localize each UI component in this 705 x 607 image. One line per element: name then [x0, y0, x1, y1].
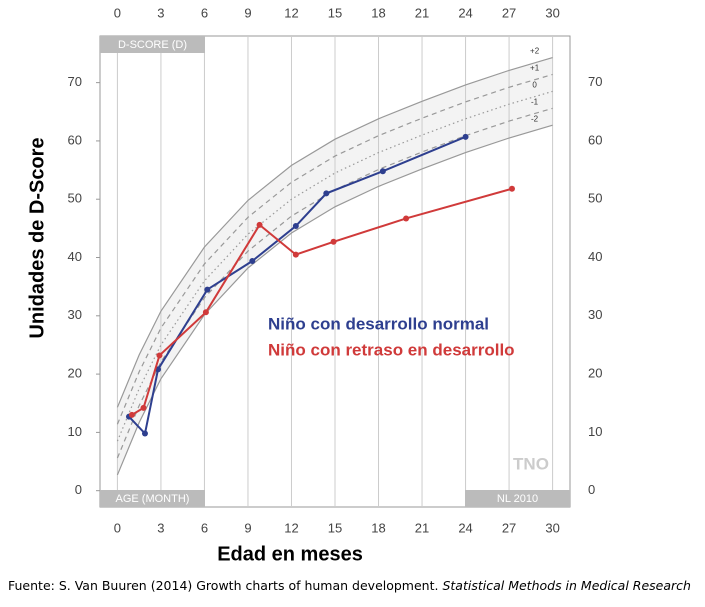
x-top-tick-label: 24 — [458, 5, 472, 20]
data-point — [249, 258, 256, 265]
data-point — [202, 309, 209, 316]
legend-entry: Niño con retraso en desarrollo — [268, 340, 515, 359]
reference-label: -2 — [531, 114, 539, 123]
x-top-tick-label: 6 — [201, 5, 208, 20]
x-tick-label: 6 — [201, 520, 208, 535]
y-right-tick-label: 50 — [588, 191, 602, 206]
y-right-tick-label: 10 — [588, 424, 602, 439]
reference-label: -1 — [531, 97, 539, 106]
x-top-tick-label: 12 — [284, 5, 298, 20]
data-point — [292, 251, 299, 258]
x-tick-label: 18 — [371, 520, 385, 535]
logo: TNO — [513, 454, 549, 473]
reference-curve — [116, 107, 553, 459]
data-point — [204, 286, 211, 293]
y-tick-label: 50 — [68, 191, 82, 206]
x-tick-label: 27 — [502, 520, 516, 535]
data-point — [323, 190, 330, 197]
reference-label: +2 — [530, 47, 540, 56]
y-tick-label: 40 — [68, 249, 82, 264]
y-right-tick-label: 60 — [588, 132, 602, 147]
y-tick-label: 30 — [68, 307, 82, 322]
reference-curve — [116, 124, 553, 476]
box-label: D-SCORE (D) — [118, 39, 187, 51]
data-point — [140, 404, 147, 411]
data-point — [403, 215, 410, 222]
data-point — [141, 430, 148, 437]
x-tick-label: 9 — [244, 520, 251, 535]
x-top-tick-label: 18 — [371, 5, 385, 20]
box-label-bg — [100, 490, 205, 507]
source-text: Fuente: S. Van Buuren (2014) Growth char… — [8, 578, 443, 593]
data-point — [256, 221, 263, 228]
box-label-bg — [465, 490, 570, 507]
y-right-tick-label: 20 — [588, 366, 602, 381]
x-top-tick-label: 0 — [114, 5, 121, 20]
reference-label: 0 — [532, 80, 537, 89]
x-tick-label: 3 — [157, 520, 164, 535]
y-tick-label: 10 — [68, 424, 82, 439]
x-tick-label: 30 — [545, 520, 559, 535]
y-right-tick-label: 0 — [588, 482, 595, 497]
reference-curve — [116, 73, 553, 425]
x-top-tick-label: 9 — [244, 5, 251, 20]
y-tick-label: 20 — [68, 366, 82, 381]
data-point — [462, 133, 469, 140]
x-top-tick-label: 15 — [328, 5, 342, 20]
x-tick-label: 15 — [328, 520, 342, 535]
box-label: AGE (MONTH) — [116, 493, 190, 505]
reference-curve — [116, 56, 553, 408]
x-top-tick-label: 30 — [545, 5, 559, 20]
box-label: NL 2010 — [497, 493, 538, 505]
data-point — [292, 223, 299, 230]
y-right-tick-label: 30 — [588, 307, 602, 322]
y-tick-label: 0 — [75, 482, 82, 497]
data-point — [379, 168, 386, 175]
legend-entry: Niño con desarrollo normal — [268, 314, 489, 333]
y-axis-label: Unidades de D-Score — [26, 137, 48, 338]
x-tick-label: 21 — [415, 520, 429, 535]
y-tick-label: 70 — [68, 74, 82, 89]
y-right-tick-label: 40 — [588, 249, 602, 264]
y-right-tick-label: 70 — [588, 74, 602, 89]
source-journal: Statistical Methods in Medical Research — [442, 578, 691, 593]
box-label-bg — [100, 36, 205, 53]
data-point — [508, 185, 515, 192]
data-point — [128, 411, 135, 418]
x-axis-label: Edad en meses — [217, 543, 363, 565]
data-point — [156, 352, 163, 359]
source: Fuente: S. Van Buuren (2014) Growth char… — [8, 578, 691, 593]
x-tick-label: 12 — [284, 520, 298, 535]
reference-label: +1 — [530, 64, 540, 73]
x-top-tick-label: 21 — [415, 5, 429, 20]
data-point — [330, 238, 337, 245]
x-tick-label: 0 — [114, 520, 121, 535]
x-tick-label: 24 — [458, 520, 472, 535]
y-tick-label: 60 — [68, 132, 82, 147]
x-top-tick-label: 3 — [157, 5, 164, 20]
x-top-tick-label: 27 — [502, 5, 516, 20]
